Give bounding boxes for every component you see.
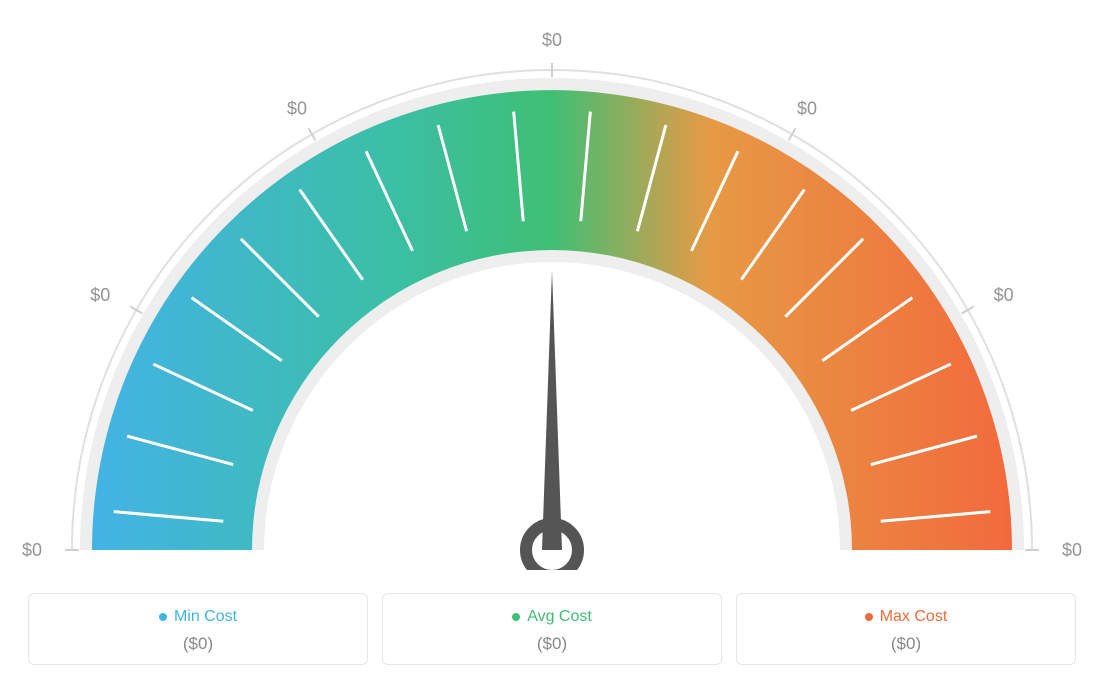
- legend-card-max: Max Cost ($0): [736, 593, 1076, 665]
- legend-label-min-text: Min Cost: [174, 608, 237, 626]
- gauge-svg: $0 $0 $0 $0 $0 $0 $0: [22, 10, 1082, 570]
- legend-label-min: Min Cost: [159, 608, 237, 626]
- legend-card-min: Min Cost ($0): [28, 593, 368, 665]
- legend-value-min: ($0): [29, 634, 367, 654]
- gauge-chart: $0 $0 $0 $0 $0 $0 $0: [22, 10, 1082, 575]
- svg-text:$0: $0: [797, 98, 817, 118]
- legend-label-max: Max Cost: [865, 608, 948, 626]
- legend-label-max-text: Max Cost: [880, 608, 948, 626]
- svg-text:$0: $0: [287, 98, 307, 118]
- svg-text:$0: $0: [1062, 540, 1082, 560]
- svg-text:$0: $0: [994, 285, 1014, 305]
- legend-label-avg-text: Avg Cost: [527, 608, 592, 626]
- svg-text:$0: $0: [542, 30, 562, 50]
- svg-text:$0: $0: [22, 540, 42, 560]
- legend-card-avg: Avg Cost ($0): [382, 593, 722, 665]
- legend-row: Min Cost ($0) Avg Cost ($0) Max Cost ($0…: [28, 593, 1076, 665]
- dot-avg: [512, 613, 520, 621]
- dot-min: [159, 613, 167, 621]
- legend-label-avg: Avg Cost: [512, 608, 592, 626]
- legend-value-max: ($0): [737, 634, 1075, 654]
- dot-max: [865, 613, 873, 621]
- svg-text:$0: $0: [90, 285, 110, 305]
- legend-value-avg: ($0): [383, 634, 721, 654]
